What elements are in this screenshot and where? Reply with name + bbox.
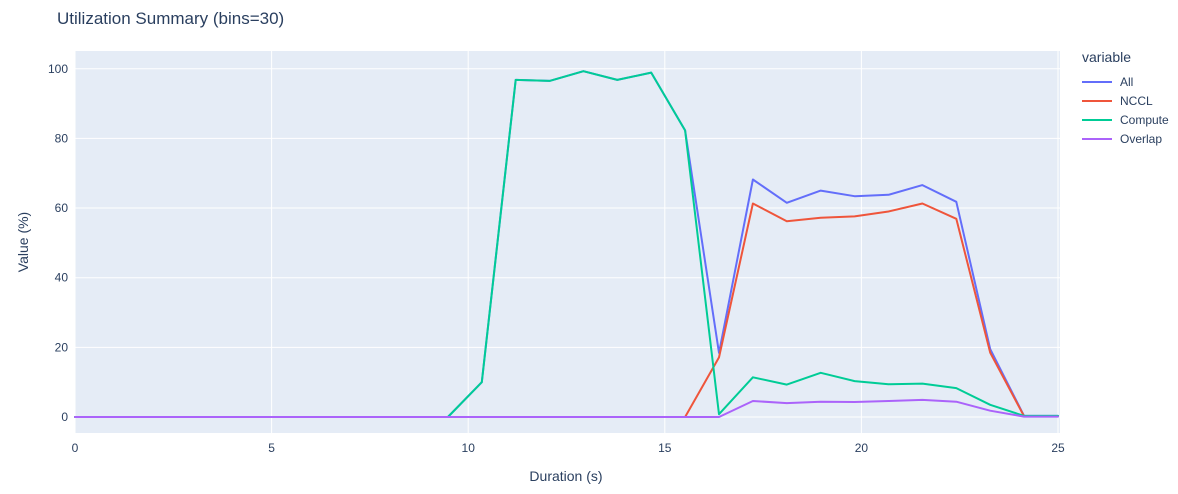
legend-item-nccl[interactable]: NCCL [1082, 91, 1169, 110]
legend-item-overlap[interactable]: Overlap [1082, 129, 1169, 148]
y-tick-label: 40 [55, 271, 69, 285]
tick-labels-layer: 0 5 10 15 20 25 0 20 40 60 80 100 [48, 62, 1065, 455]
legend-line-swatch [1082, 137, 1112, 140]
x-tick-label: 5 [268, 441, 275, 455]
y-axis-title: Value (%) [15, 212, 31, 272]
legend-item-label: All [1120, 74, 1134, 89]
legend-items: All NCCL Compute Overlap [1082, 72, 1169, 148]
x-tick-label: 15 [658, 441, 672, 455]
legend-title: variable [1082, 49, 1132, 65]
y-tick-label: 100 [48, 62, 68, 76]
chart-title: Utilization Summary (bins=30) [57, 9, 285, 28]
series-layer [74, 70, 1059, 418]
legend-item-label: Overlap [1120, 131, 1163, 146]
legend-line-swatch [1082, 80, 1112, 83]
grid-layer [74, 51, 1060, 433]
y-tick-label: 20 [55, 340, 69, 354]
y-tick-label: 60 [55, 201, 69, 215]
series-line-overlap [74, 398, 1059, 418]
x-axis-title: Duration (s) [529, 468, 602, 484]
legend-item-compute[interactable]: Compute [1082, 110, 1169, 129]
x-tick-label: 20 [855, 441, 869, 455]
y-tick-label: 80 [55, 131, 69, 145]
legend-item-all[interactable]: All [1082, 72, 1169, 91]
plot-bg-layer[interactable] [75, 51, 1060, 433]
x-tick-label: 10 [462, 441, 476, 455]
legend-line-swatch [1082, 118, 1112, 121]
plot-area[interactable] [75, 51, 1060, 433]
legend-line-swatch [1082, 99, 1112, 102]
legend: variable All NCCL Compute Overlap [1082, 49, 1169, 148]
x-tick-label: 0 [72, 441, 79, 455]
x-tick-label: 25 [1051, 441, 1065, 455]
legend-item-label: Compute [1120, 112, 1169, 127]
y-tick-label: 0 [61, 410, 68, 424]
legend-item-label: NCCL [1120, 93, 1153, 108]
